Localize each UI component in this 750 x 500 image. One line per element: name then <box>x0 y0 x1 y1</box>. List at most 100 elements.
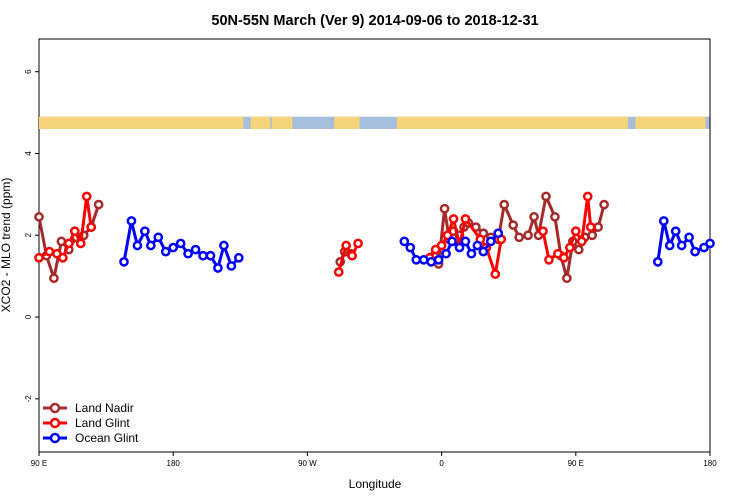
ocean-glint-point <box>433 254 444 265</box>
ocean-glint-point <box>160 246 171 257</box>
x-axis-label: Longitude <box>349 477 402 491</box>
ocean-glint-point <box>405 242 416 253</box>
x-tick-label: 0 <box>439 459 444 468</box>
land-glint-point <box>544 254 554 265</box>
x-tick-label: 180 <box>703 459 717 468</box>
land-glint-point <box>69 226 80 237</box>
land-glint-point <box>559 252 569 263</box>
x-tick-label: 180 <box>167 459 181 468</box>
land-glint-point <box>585 222 596 232</box>
land-glint-point <box>353 238 363 249</box>
ocean-glint-point <box>478 246 489 257</box>
land-segment <box>635 116 706 129</box>
ocean-glint-point <box>226 261 237 271</box>
ocean-glint-point <box>426 257 437 267</box>
land-segment <box>271 116 293 129</box>
land-nadir-point <box>529 212 539 222</box>
ocean-glint-point <box>175 238 186 249</box>
series-layer <box>34 191 715 284</box>
ocean-glint-point <box>460 236 471 247</box>
legend-label-land-glint: Land Glint <box>75 416 130 430</box>
ocean-glint-point <box>213 263 223 273</box>
land-glint-point <box>58 252 68 263</box>
land-nadir-point <box>34 212 44 222</box>
y-tick-label: 4 <box>24 151 33 156</box>
land-glint-point <box>63 238 74 249</box>
ocean-glint-point <box>145 240 156 251</box>
land-glint-point <box>442 230 453 241</box>
land-glint-point <box>576 236 587 247</box>
land-glint-point <box>570 226 581 237</box>
land-nadir-point <box>599 199 609 210</box>
ocean-glint-point <box>399 236 410 247</box>
ocean-glint-point <box>119 257 129 267</box>
ocean-glint-point <box>652 257 663 267</box>
ocean-glint-point <box>447 236 457 247</box>
land-nadir-point <box>573 244 584 255</box>
land-glint-point <box>538 226 548 237</box>
land-glint-point <box>341 240 352 251</box>
ocean-glint-point <box>205 250 216 261</box>
ocean-glint-point <box>676 240 687 251</box>
y-tick-label: 2 <box>24 233 33 238</box>
ocean-glint-point <box>684 232 694 243</box>
chart-title: 50N-55N March (Ver 9) 2014-09-06 to 2018… <box>211 13 538 29</box>
land-glint-point <box>564 242 575 253</box>
ocean-glint-point <box>411 254 422 265</box>
land-glint-point <box>75 238 86 249</box>
land-glint-point <box>448 214 459 224</box>
ocean-glint-point <box>664 240 675 251</box>
ocean-glint-point <box>233 252 244 263</box>
land-glint-point <box>490 269 501 279</box>
ocean-glint-point <box>140 226 150 237</box>
land-nadir-point <box>49 273 59 284</box>
land-nadir-point <box>508 220 519 230</box>
land-ocean-band <box>39 116 710 129</box>
ocean-glint-point <box>168 242 179 253</box>
ocean-glint-point <box>190 244 201 255</box>
land-glint-point <box>347 250 357 261</box>
land-glint-point <box>86 222 97 232</box>
land-nadir-point <box>523 230 533 241</box>
land-nadir-point <box>587 230 598 241</box>
land-nadir-point <box>439 203 450 214</box>
x-tick-label: 90 W <box>298 459 317 468</box>
land-glint-point <box>333 267 344 277</box>
ocean-glint-point <box>153 232 164 243</box>
land-nadir-point <box>550 212 560 222</box>
land-segment <box>334 116 360 129</box>
land-nadir-point <box>541 191 551 202</box>
land-glint-point <box>436 240 447 251</box>
legend-marker-land-glint <box>49 417 61 429</box>
ocean-glint-point <box>472 240 483 251</box>
land-glint-line <box>337 242 360 273</box>
land-glint-point <box>81 191 92 202</box>
land-nadir-point <box>593 222 604 232</box>
y-tick-label: 6 <box>24 69 33 74</box>
legend-marker-ocean-glint <box>49 432 61 444</box>
ocean-glint-point <box>132 240 143 251</box>
ocean-glint-point <box>658 216 669 226</box>
y-axis-label: XCO2 - MLO trend (ppm) <box>0 178 13 313</box>
ocean-glint-point <box>493 228 504 239</box>
y-tick-label: 0 <box>24 314 33 319</box>
land-nadir-point <box>514 232 524 243</box>
ocean-glint-point <box>126 216 137 226</box>
ocean-glint-point <box>454 242 465 253</box>
ocean-glint-point <box>441 248 451 259</box>
legend-label-land-nadir: Land Nadir <box>75 401 134 415</box>
land-nadir-point <box>562 273 572 284</box>
ocean-glint-point <box>670 226 681 237</box>
ocean-glint-point <box>485 236 496 247</box>
legend-marker-land-nadir <box>49 402 61 414</box>
ocean-glint-point <box>418 254 429 265</box>
x-tick-label: 90 E <box>31 459 47 468</box>
x-tick-label: 90 E <box>568 459 584 468</box>
land-nadir-point <box>56 236 67 247</box>
land-glint-point <box>44 246 55 257</box>
series-land-glint <box>34 191 596 279</box>
ocean-glint-point <box>219 240 229 251</box>
ocean-glint-point <box>466 248 477 259</box>
